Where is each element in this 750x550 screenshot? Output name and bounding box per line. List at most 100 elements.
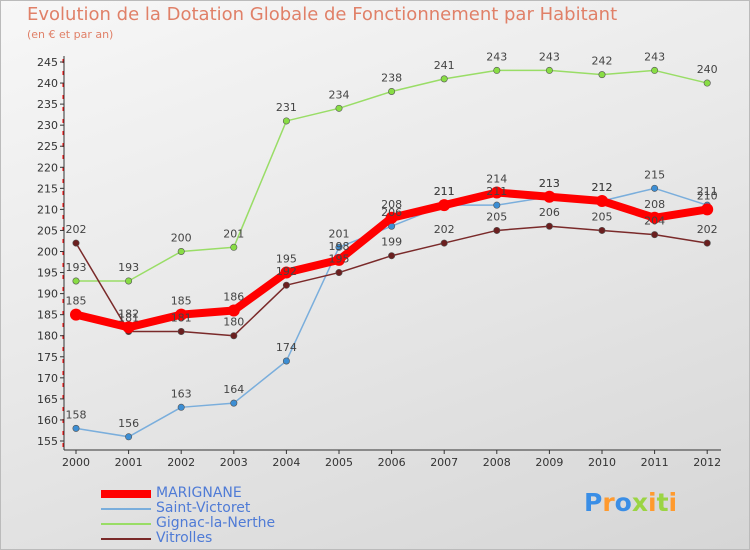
data-label-marignane: 208 <box>644 198 665 211</box>
data-label-gignac-la-nerthe: 193 <box>66 261 87 274</box>
data-point-gignac-la-nerthe <box>177 248 185 256</box>
data-point-gignac-la-nerthe <box>703 79 711 87</box>
data-label-saint-victoret: 163 <box>171 387 192 400</box>
legend-label: Gignac-la-Nerthe <box>156 515 276 531</box>
legend-swatch <box>101 490 151 498</box>
x-tick-label: 2000 <box>62 456 90 469</box>
data-point-marignane <box>227 304 240 317</box>
data-label-gignac-la-nerthe: 201 <box>223 227 244 240</box>
data-label-vitrolles: 192 <box>276 265 297 278</box>
data-point-vitrolles <box>598 226 606 234</box>
data-label-marignane: 208 <box>381 198 402 211</box>
data-label-gignac-la-nerthe: 243 <box>539 50 560 63</box>
y-tick-label: 220 <box>37 161 58 174</box>
data-point-marignane <box>122 321 135 334</box>
y-tick-label: 190 <box>37 288 58 301</box>
data-point-marignane <box>175 308 188 321</box>
data-point-marignane <box>543 190 556 203</box>
data-label-gignac-la-nerthe: 234 <box>329 88 350 101</box>
data-point-gignac-la-nerthe <box>230 243 238 251</box>
data-point-gignac-la-nerthe <box>72 277 80 285</box>
data-point-gignac-la-nerthe <box>125 277 133 285</box>
x-tick-label: 2002 <box>167 456 195 469</box>
y-tick-label: 230 <box>37 119 58 132</box>
logo-letter: i <box>648 488 657 517</box>
logo-letter: P <box>584 488 603 517</box>
logo-letter: o <box>614 488 632 517</box>
y-tick-label: 245 <box>37 56 58 69</box>
chart-series <box>70 66 714 441</box>
data-label-saint-victoret: 206 <box>381 206 402 219</box>
y-tick-label: 215 <box>37 182 58 195</box>
data-point-gignac-la-nerthe <box>598 71 606 79</box>
data-point-saint-victoret <box>230 399 238 407</box>
data-point-vitrolles <box>72 239 80 247</box>
data-point-gignac-la-nerthe <box>335 104 343 112</box>
data-label-vitrolles: 181 <box>171 312 192 325</box>
x-tick-label: 2006 <box>378 456 406 469</box>
y-tick-label: 185 <box>37 309 58 322</box>
data-point-saint-victoret <box>177 403 185 411</box>
data-point-marignane <box>438 199 451 212</box>
data-label-saint-victoret: 211 <box>697 185 718 198</box>
data-point-vitrolles <box>282 281 290 289</box>
data-label-vitrolles: 205 <box>486 210 507 223</box>
data-label-vitrolles: 205 <box>592 210 613 223</box>
data-label-gignac-la-nerthe: 240 <box>697 63 718 76</box>
data-point-vitrolles <box>545 222 553 230</box>
logo-letter: t <box>656 488 669 517</box>
y-tick-label: 200 <box>37 246 58 259</box>
series-line-gignac-la-nerthe <box>75 69 708 282</box>
data-point-vitrolles <box>651 231 659 239</box>
x-tick-label: 2010 <box>588 456 616 469</box>
x-tick-label: 2009 <box>535 456 563 469</box>
data-point-marignane <box>490 186 503 199</box>
data-label-marignane: 185 <box>171 295 192 308</box>
data-label-saint-victoret: 211 <box>486 185 507 198</box>
data-label-saint-victoret: 211 <box>434 185 455 198</box>
x-tick-label: 2011 <box>641 456 669 469</box>
data-label-saint-victoret: 158 <box>66 408 87 421</box>
chart-subtitle: (en € et par an) <box>27 28 114 41</box>
y-tick-label: 160 <box>37 414 58 427</box>
data-point-gignac-la-nerthe <box>388 87 396 95</box>
legend-item-marignane: MARIGNANE <box>101 485 361 501</box>
legend-label: Saint-Victoret <box>156 500 251 516</box>
data-label-gignac-la-nerthe: 243 <box>644 50 665 63</box>
y-tick-label: 205 <box>37 224 58 237</box>
data-label-marignane: 198 <box>329 240 350 253</box>
logo-letter: x <box>631 488 648 517</box>
data-label-marignane: 185 <box>66 295 87 308</box>
y-tick-label: 210 <box>37 203 58 216</box>
legend-swatch <box>101 508 151 510</box>
data-label-marignane: 210 <box>697 189 718 202</box>
data-label-marignane: 182 <box>118 307 139 320</box>
proxiti-logo: Proxiti <box>584 488 677 517</box>
data-point-marignane <box>333 253 345 266</box>
data-label-marignane: 212 <box>592 181 613 194</box>
chart-title: Evolution de la Dotation Globale de Fonc… <box>27 4 618 25</box>
data-point-saint-victoret <box>282 357 290 365</box>
data-point-saint-victoret <box>72 424 80 432</box>
data-point-marignane <box>648 211 661 224</box>
data-point-vitrolles <box>703 239 711 247</box>
data-point-saint-victoret <box>125 433 133 441</box>
x-tick-label: 2003 <box>220 456 248 469</box>
data-label-vitrolles: 195 <box>329 253 350 266</box>
data-label-gignac-la-nerthe: 200 <box>171 232 192 245</box>
legend-item-saint-victoret: Saint-Victoret <box>101 500 361 516</box>
chart-axes: 155 160 165 170 175 180 185 190 195 200 205 210 215 2… <box>37 56 721 469</box>
data-point-marignane <box>70 308 82 321</box>
data-label-vitrolles: 180 <box>223 316 244 329</box>
data-label-gignac-la-nerthe: 193 <box>118 261 139 274</box>
logo-letter: r <box>602 488 615 517</box>
data-label-marignane: 213 <box>539 177 560 190</box>
x-tick-label: 2012 <box>693 456 721 469</box>
logo-letter: i <box>668 488 678 517</box>
data-point-gignac-la-nerthe <box>493 66 501 74</box>
legend-label: MARIGNANE <box>156 485 242 501</box>
data-label-marignane: 214 <box>486 173 507 186</box>
data-label-vitrolles: 206 <box>539 206 560 219</box>
chart-legend: MARIGNANE Saint-Victoret Gignac-la-Nerthe V… <box>101 485 361 546</box>
